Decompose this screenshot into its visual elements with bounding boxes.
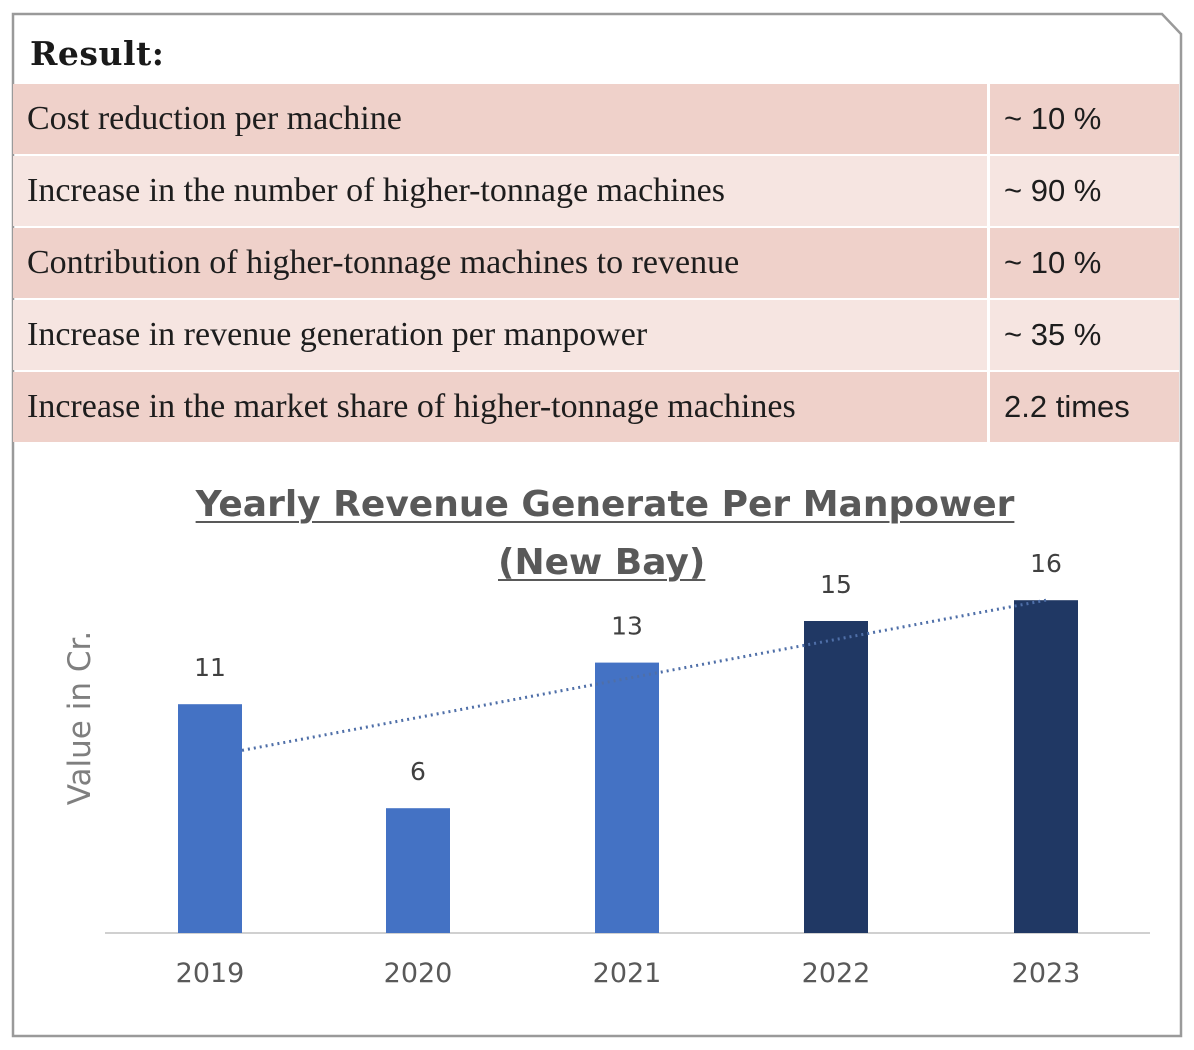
x-tick-label: 2023 — [1012, 958, 1081, 989]
trendline — [241, 598, 1047, 752]
table-row: Cost reduction per machine ~ 10 % — [13, 84, 1179, 154]
result-value: ~ 90 % — [990, 156, 1179, 226]
result-value: ~ 35 % — [990, 300, 1179, 370]
result-label: Increase in the market share of higher-t… — [13, 372, 987, 442]
bar — [386, 808, 450, 933]
data-label: 13 — [611, 612, 643, 641]
data-label: 15 — [820, 570, 852, 599]
result-label: Cost reduction per machine — [13, 84, 987, 154]
table-row: Increase in the market share of higher-t… — [13, 372, 1179, 442]
result-label: Increase in revenue generation per manpo… — [13, 300, 987, 370]
result-value: 2.2 times — [990, 372, 1179, 442]
result-value: ~ 10 % — [990, 228, 1179, 298]
bar — [1014, 600, 1078, 933]
chart-title: Yearly Revenue Generate Per Manpower — [195, 484, 1015, 525]
x-tick-label: 2020 — [384, 958, 453, 989]
data-label: 16 — [1030, 549, 1062, 578]
bar — [595, 662, 659, 933]
data-label: 6 — [410, 757, 426, 786]
table-row: Contribution of higher-tonnage machines … — [13, 228, 1179, 298]
bar — [178, 704, 242, 933]
result-label: Increase in the number of higher-tonnage… — [13, 156, 987, 226]
table-row: Increase in revenue generation per manpo… — [13, 300, 1179, 370]
result-heading: Result: — [30, 34, 165, 73]
data-label: 11 — [194, 653, 226, 682]
results-table: Cost reduction per machine ~ 10 % Increa… — [13, 84, 1179, 444]
table-row: Increase in the number of higher-tonnage… — [13, 156, 1179, 226]
chart-subtitle: (New Bay) — [498, 542, 706, 583]
bar — [804, 621, 868, 933]
result-value: ~ 10 % — [990, 84, 1179, 154]
x-tick-label: 2022 — [802, 958, 871, 989]
x-tick-label: 2021 — [593, 958, 662, 989]
x-tick-label: 2019 — [176, 958, 245, 989]
result-label: Contribution of higher-tonnage machines … — [13, 228, 987, 298]
